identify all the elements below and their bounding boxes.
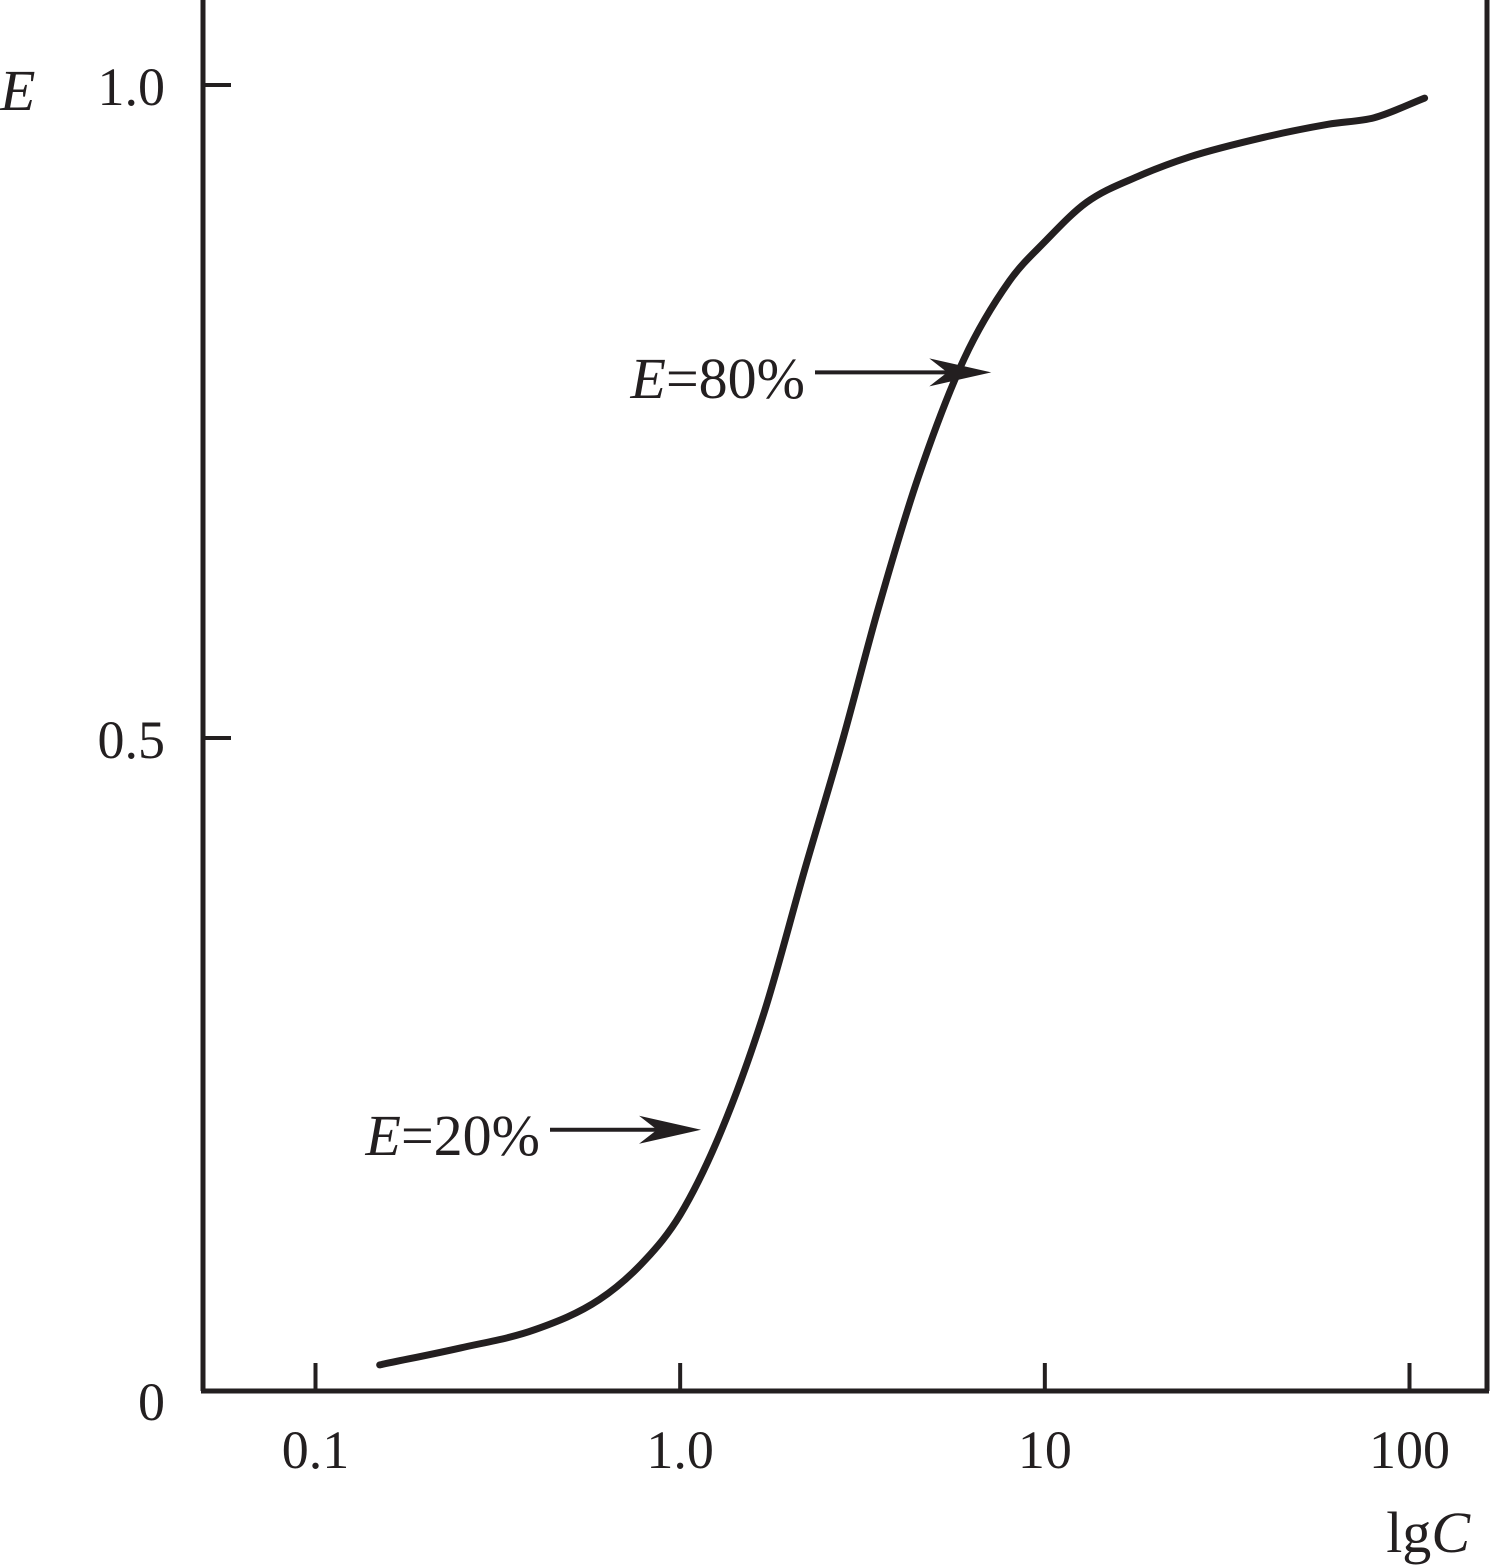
y-tick-label-0: 0 — [138, 1372, 165, 1432]
y-tick-label-1: 0.5 — [98, 710, 166, 770]
x-tick-label-2: 10 — [1018, 1420, 1072, 1480]
x-tick-label-3: 100 — [1369, 1420, 1450, 1480]
data-series — [376, 94, 1429, 1369]
y-axis-label: E — [0, 58, 35, 123]
axis-ticks: 0.1 1.0 10 100 0 0.5 1.0 — [98, 57, 1451, 1480]
x-axis-label-variable: C — [1431, 1500, 1471, 1565]
annotations: E=20%E=80% — [365, 346, 992, 1168]
annotation-arrow-head-1 — [929, 358, 992, 387]
x-axis-label: lgC — [1386, 1500, 1471, 1565]
annotation-variable-1: E — [630, 346, 666, 411]
y-tick-label-2: 1.0 — [98, 57, 166, 117]
annotation-arrow-head-0 — [639, 1115, 702, 1144]
annotation-label-1: E=80% — [630, 346, 805, 411]
x-axis-label-prefix: lg — [1386, 1500, 1431, 1565]
x-tick-label-1: 1.0 — [646, 1420, 714, 1480]
series-line-0 — [376, 94, 1429, 1369]
annotation-variable-0: E — [365, 1103, 401, 1168]
annotation-label-0: E=20% — [365, 1103, 540, 1168]
annotation-value-1: =80% — [666, 346, 805, 411]
annotation-value-0: =20% — [401, 1103, 540, 1168]
x-tick-label-0: 0.1 — [282, 1420, 350, 1480]
